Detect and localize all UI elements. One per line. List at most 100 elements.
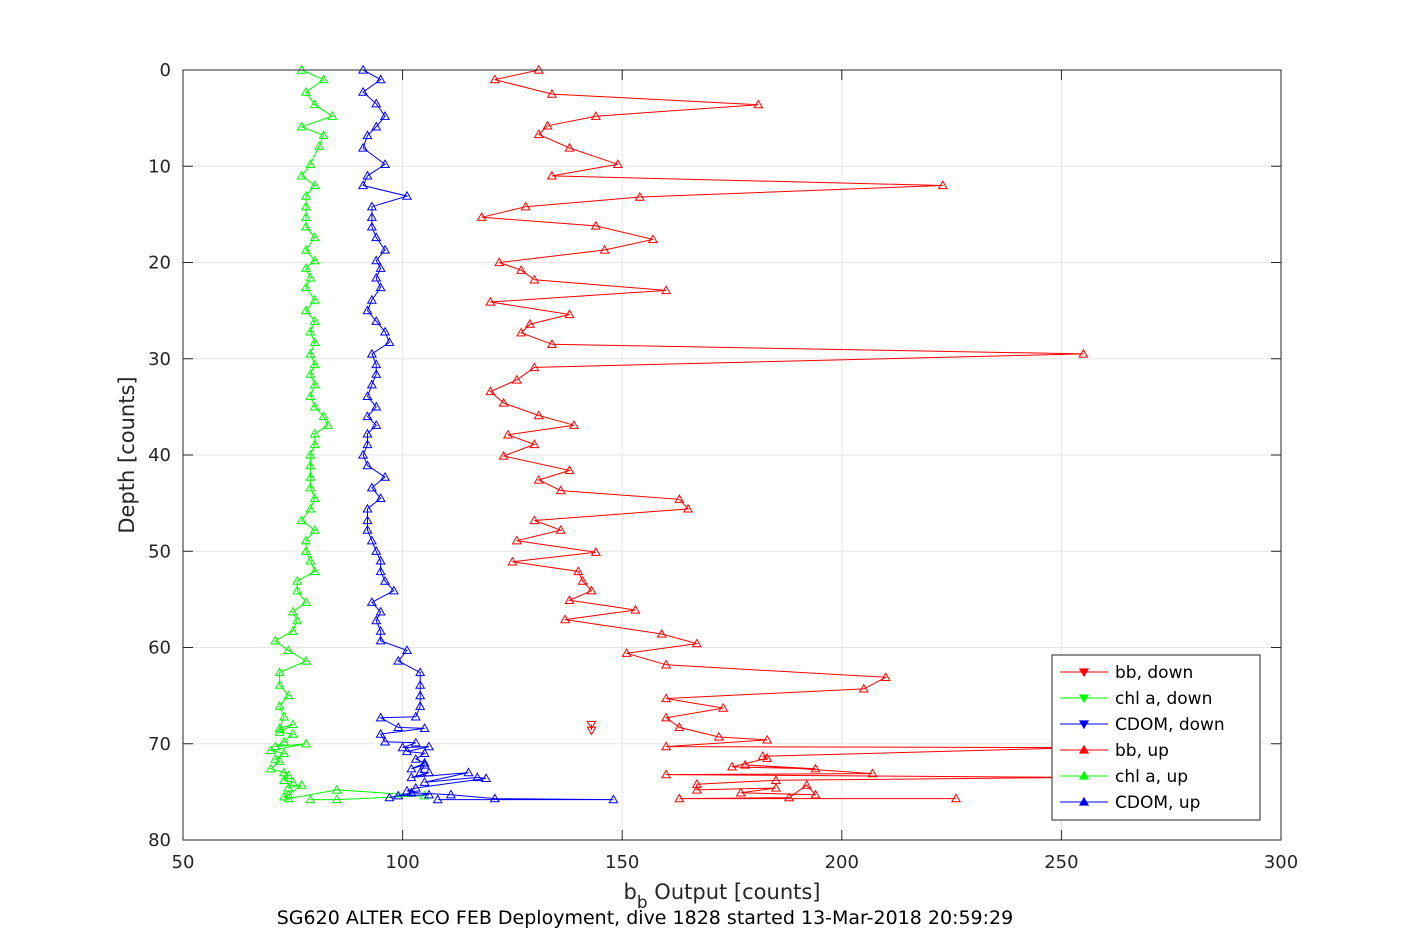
y-tick-label: 60 <box>148 638 171 659</box>
data-point <box>573 566 584 576</box>
data-point <box>529 274 540 284</box>
data-point <box>300 546 312 555</box>
data-point <box>300 282 312 292</box>
data-point <box>498 450 509 460</box>
legend-entry: bb, down <box>1060 663 1193 683</box>
data-point <box>735 787 746 797</box>
data-point <box>375 635 386 645</box>
data-point <box>384 792 395 802</box>
y-tick-label: 30 <box>148 349 171 370</box>
data-point <box>309 232 320 242</box>
tick-labels: 50 100 150 200 250 300 0 10 20 30 40 50 60 70 80 <box>148 60 1298 873</box>
data-point <box>305 482 316 492</box>
data-point <box>305 326 316 336</box>
y-tick-label: 20 <box>148 253 171 274</box>
data-point <box>401 746 413 756</box>
data-point <box>366 212 377 221</box>
legend-marker <box>1078 796 1090 806</box>
data-point <box>415 701 426 710</box>
data-point <box>375 282 386 292</box>
legend-label: CDOM, up <box>1115 793 1200 813</box>
legend-label: chl a, down <box>1115 689 1212 709</box>
data-point <box>300 535 312 545</box>
data-point <box>274 701 285 710</box>
data-point <box>362 460 373 470</box>
data-point <box>362 130 373 140</box>
data-point <box>502 429 514 439</box>
data-point <box>309 337 320 347</box>
data-point <box>379 326 391 336</box>
data-point <box>371 98 382 108</box>
data-point <box>415 690 426 700</box>
data-point <box>292 575 303 585</box>
data-point <box>950 793 962 803</box>
data-point <box>362 515 373 525</box>
data-point <box>292 585 303 595</box>
data-point <box>283 690 294 700</box>
data-point <box>375 625 386 635</box>
x-tick-label: 100 <box>385 852 419 873</box>
data-point <box>375 74 386 84</box>
data-point <box>511 535 522 545</box>
y-tick-label: 0 <box>160 60 171 81</box>
data-point <box>401 190 413 200</box>
data-point <box>529 439 540 449</box>
data-point <box>300 263 312 272</box>
data-point <box>415 767 426 777</box>
data-point <box>366 482 377 492</box>
data-point <box>366 597 377 606</box>
data-point <box>485 296 496 306</box>
x-axis-label-rest: Output [counts] <box>648 880 821 904</box>
data-point <box>472 772 483 782</box>
data-point <box>740 759 751 769</box>
data-point <box>533 129 544 139</box>
data-point <box>300 221 312 231</box>
data-point <box>287 625 298 635</box>
data-point <box>661 693 672 703</box>
data-point <box>529 515 540 525</box>
data-point <box>753 99 764 109</box>
data-point <box>546 339 557 348</box>
data-point <box>300 212 312 221</box>
data-point <box>278 748 290 758</box>
data-point <box>366 294 377 304</box>
data-point <box>366 535 377 545</box>
legend-entry: chl a, up <box>1060 767 1188 787</box>
data-point <box>406 787 417 797</box>
data-point <box>555 524 566 534</box>
data-point <box>371 546 382 555</box>
data-point <box>309 99 320 109</box>
data-point <box>362 503 373 513</box>
tick-marks <box>182 69 1282 841</box>
data-point <box>270 753 281 763</box>
data-point <box>309 379 320 389</box>
data-point <box>410 711 421 721</box>
data-point <box>371 316 382 325</box>
data-point <box>489 793 500 803</box>
data-point <box>489 74 500 84</box>
data-point <box>287 777 298 786</box>
data-point <box>305 391 316 400</box>
data-point <box>564 309 575 319</box>
data-point <box>511 374 522 384</box>
data-point <box>415 667 426 677</box>
data-point <box>305 555 316 565</box>
data-point <box>362 170 373 180</box>
data-point <box>647 234 659 244</box>
data-point <box>327 110 338 120</box>
data-point <box>300 201 312 211</box>
data-point <box>410 753 421 763</box>
data-point <box>287 606 298 616</box>
x-axis-label-main: b <box>623 880 636 904</box>
legend-entry: chl a, down <box>1060 689 1212 709</box>
data-point <box>858 683 869 693</box>
x-tick-label: 200 <box>825 852 859 873</box>
x-tick-label: 50 <box>172 852 195 873</box>
data-point <box>529 362 540 372</box>
data-point <box>283 770 294 780</box>
data-point <box>309 439 320 449</box>
legend-entry: CDOM, down <box>1060 715 1225 735</box>
data-point <box>300 244 312 254</box>
data-point <box>379 244 391 254</box>
